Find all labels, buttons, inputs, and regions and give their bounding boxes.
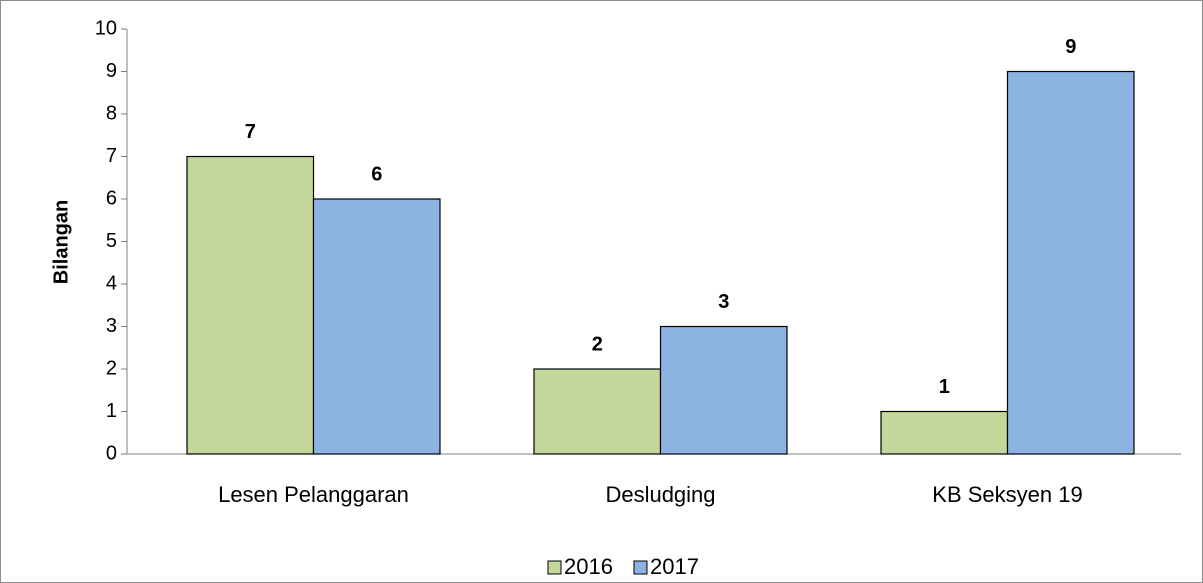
y-tick-label: 6 bbox=[106, 187, 117, 209]
y-tick-label: 5 bbox=[106, 230, 117, 252]
legend-label: 2016 bbox=[564, 554, 613, 579]
x-tick-label: KB Seksyen 19 bbox=[932, 482, 1082, 507]
y-axis-label: Bilangan bbox=[50, 200, 72, 284]
bar bbox=[186, 155, 315, 455]
data-label: 9 bbox=[1065, 36, 1076, 58]
y-tick-label: 4 bbox=[106, 272, 117, 294]
legend-swatch bbox=[547, 560, 562, 575]
data-label: 2 bbox=[592, 333, 603, 355]
y-tick-label: 2 bbox=[106, 357, 117, 379]
y-tick-label: 7 bbox=[106, 145, 117, 167]
bar bbox=[312, 198, 441, 455]
data-label: 3 bbox=[718, 291, 729, 313]
data-label: 7 bbox=[245, 121, 256, 143]
bar bbox=[880, 410, 1009, 455]
legend-swatch bbox=[633, 560, 648, 575]
x-tick-label: Desludging bbox=[605, 482, 715, 507]
legend-label: 2017 bbox=[650, 554, 699, 579]
bar bbox=[533, 368, 662, 455]
x-tick-label: Lesen Pelanggaran bbox=[218, 482, 409, 507]
y-tick-label: 10 bbox=[95, 17, 117, 39]
data-label: 1 bbox=[939, 376, 950, 398]
bar bbox=[659, 325, 788, 455]
y-tick-label: 0 bbox=[106, 442, 117, 464]
data-label: 6 bbox=[371, 163, 382, 185]
bar bbox=[1006, 70, 1135, 455]
y-tick-label: 3 bbox=[106, 315, 117, 337]
y-tick-label: 9 bbox=[106, 60, 117, 82]
y-tick-label: 8 bbox=[106, 102, 117, 124]
y-tick-label: 1 bbox=[106, 400, 117, 422]
